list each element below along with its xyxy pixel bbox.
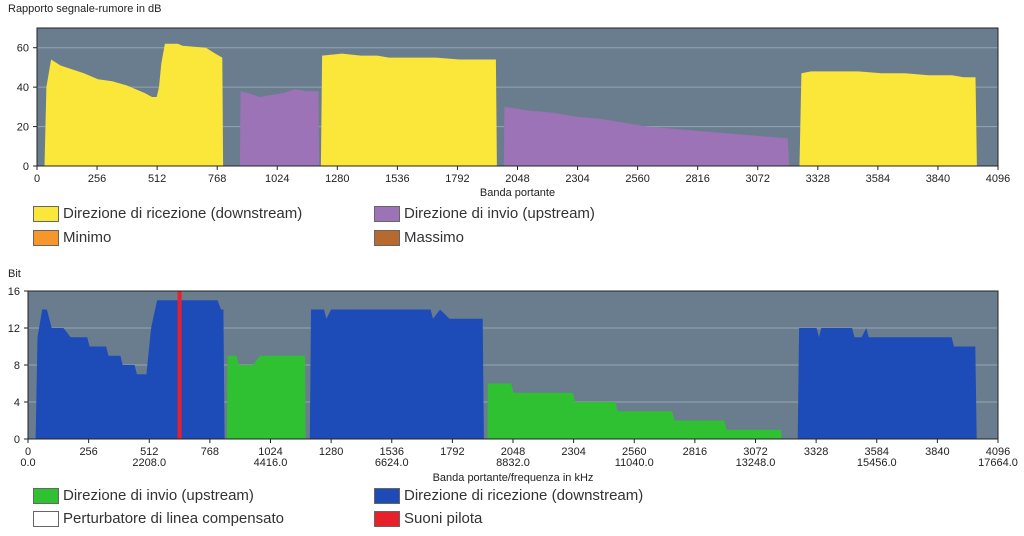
legend-swatch bbox=[33, 205, 59, 222]
y-tick-label: 0 bbox=[14, 434, 20, 446]
y-tick-label: 16 bbox=[8, 286, 20, 298]
x-tick-label-khz: 13248.0 bbox=[736, 457, 776, 469]
x-tick-label: 3328 bbox=[806, 173, 830, 185]
legend-label: Perturbatore di linea compensato bbox=[63, 510, 284, 527]
chart2-series-area bbox=[797, 328, 977, 439]
x-tick-label: 2816 bbox=[685, 173, 709, 185]
chart2-series-area bbox=[487, 383, 782, 439]
chart1-series-area bbox=[799, 71, 977, 166]
x-tick-label: 3584 bbox=[866, 173, 890, 185]
legend-label: Direzione di ricezione (downstream) bbox=[404, 487, 644, 504]
chart1-series-area bbox=[239, 89, 320, 166]
x-tick-label: 0 bbox=[25, 446, 31, 458]
x-tick-label: 3072 bbox=[746, 173, 770, 185]
legend-item-minimo: Minimo bbox=[33, 229, 111, 246]
legend-label: Direzione di invio (upstream) bbox=[63, 487, 254, 504]
x-tick-label: 2048 bbox=[501, 446, 525, 458]
legend-item-downstream-2: Direzione di ricezione (downstream) bbox=[374, 487, 643, 504]
legend-swatch bbox=[33, 487, 59, 504]
x-tick-label: 3072 bbox=[743, 446, 767, 458]
y-tick-label: 0 bbox=[23, 161, 29, 173]
chart2-title: Bit bbox=[8, 268, 21, 280]
x-tick-label: 768 bbox=[208, 173, 226, 185]
x-tick-label: 1792 bbox=[445, 173, 469, 185]
x-tick-label: 4096 bbox=[986, 446, 1010, 458]
x-tick-label: 768 bbox=[201, 446, 219, 458]
x-axis-label: Banda portante/frequenza in kHz bbox=[433, 472, 594, 484]
x-tick-label: 1792 bbox=[440, 446, 464, 458]
x-tick-label: 1536 bbox=[380, 446, 404, 458]
x-tick-label-khz: 0.0 bbox=[20, 457, 35, 469]
x-tick-label: 512 bbox=[140, 446, 158, 458]
x-tick-label: 1280 bbox=[325, 173, 349, 185]
x-tick-label-khz: 2208.0 bbox=[132, 457, 166, 469]
chart1-series-area bbox=[320, 53, 497, 166]
legend-swatch bbox=[374, 487, 400, 504]
y-tick-label: 12 bbox=[8, 323, 20, 335]
x-tick-label: 1280 bbox=[319, 446, 343, 458]
legend-swatch bbox=[374, 205, 400, 222]
legend-label: Minimo bbox=[63, 229, 112, 246]
x-tick-label-khz: 11040.0 bbox=[615, 457, 654, 469]
y-tick-label: 20 bbox=[17, 122, 29, 134]
legend-item-suoni-pilota: Suoni pilota bbox=[374, 510, 482, 527]
x-tick-label: 2048 bbox=[505, 173, 529, 185]
legend-label: Massimo bbox=[404, 229, 465, 246]
legend-item-upstream-2: Direzione di invio (upstream) bbox=[33, 487, 254, 504]
x-tick-label: 1024 bbox=[258, 446, 282, 458]
x-tick-label: 1536 bbox=[385, 173, 409, 185]
x-tick-label: 2304 bbox=[565, 173, 589, 185]
chart2-series-area bbox=[35, 300, 225, 439]
x-tick-label: 4096 bbox=[986, 173, 1010, 185]
x-tick-label: 512 bbox=[148, 173, 166, 185]
x-tick-label-khz: 6624.0 bbox=[375, 457, 409, 469]
x-tick-label-khz: 4416.0 bbox=[254, 457, 288, 469]
x-axis-label: Banda portante bbox=[480, 187, 555, 199]
legend-label: Suoni pilota bbox=[404, 510, 483, 527]
y-tick-label: 4 bbox=[14, 397, 20, 409]
x-tick-label: 2816 bbox=[683, 446, 707, 458]
chart1-series-area bbox=[503, 106, 790, 166]
legend-swatch bbox=[33, 510, 59, 527]
x-tick-label: 3840 bbox=[925, 446, 949, 458]
x-tick-label-khz: 17664.0 bbox=[978, 457, 1018, 469]
y-tick-label: 40 bbox=[17, 82, 29, 94]
legend-label: Direzione di invio (upstream) bbox=[404, 205, 595, 222]
x-tick-label: 256 bbox=[88, 173, 106, 185]
x-tick-label: 1024 bbox=[265, 173, 289, 185]
legend-item-perturbatore: Perturbatore di linea compensato bbox=[33, 510, 284, 527]
chart2-series-area bbox=[226, 355, 306, 439]
y-tick-label: 60 bbox=[17, 43, 29, 55]
legend-swatch bbox=[374, 229, 400, 246]
x-tick-label: 2560 bbox=[622, 446, 646, 458]
x-tick-label: 256 bbox=[79, 446, 97, 458]
legend-label: Direzione di ricezione (downstream) bbox=[63, 205, 303, 222]
chart1-series-area bbox=[44, 43, 224, 166]
x-tick-label: 3328 bbox=[804, 446, 828, 458]
legend-item-downstream: Direzione di ricezione (downstream) bbox=[33, 205, 302, 222]
x-tick-label: 0 bbox=[34, 173, 40, 185]
x-tick-label: 3840 bbox=[926, 173, 950, 185]
chart1-title: Rapporto segnale-rumore in dB bbox=[8, 3, 162, 15]
legend-item-massimo: Massimo bbox=[374, 229, 464, 246]
legend-swatch bbox=[374, 510, 400, 527]
x-tick-label: 2560 bbox=[625, 173, 649, 185]
x-tick-label-khz: 8832.0 bbox=[496, 457, 530, 469]
chart2-series-area bbox=[309, 309, 484, 439]
legend-item-upstream: Direzione di invio (upstream) bbox=[374, 205, 595, 222]
legend-swatch bbox=[33, 229, 59, 246]
y-tick-label: 8 bbox=[14, 360, 20, 372]
x-tick-label: 3584 bbox=[865, 446, 889, 458]
x-tick-label: 2304 bbox=[561, 446, 585, 458]
x-tick-label-khz: 15456.0 bbox=[857, 457, 897, 469]
